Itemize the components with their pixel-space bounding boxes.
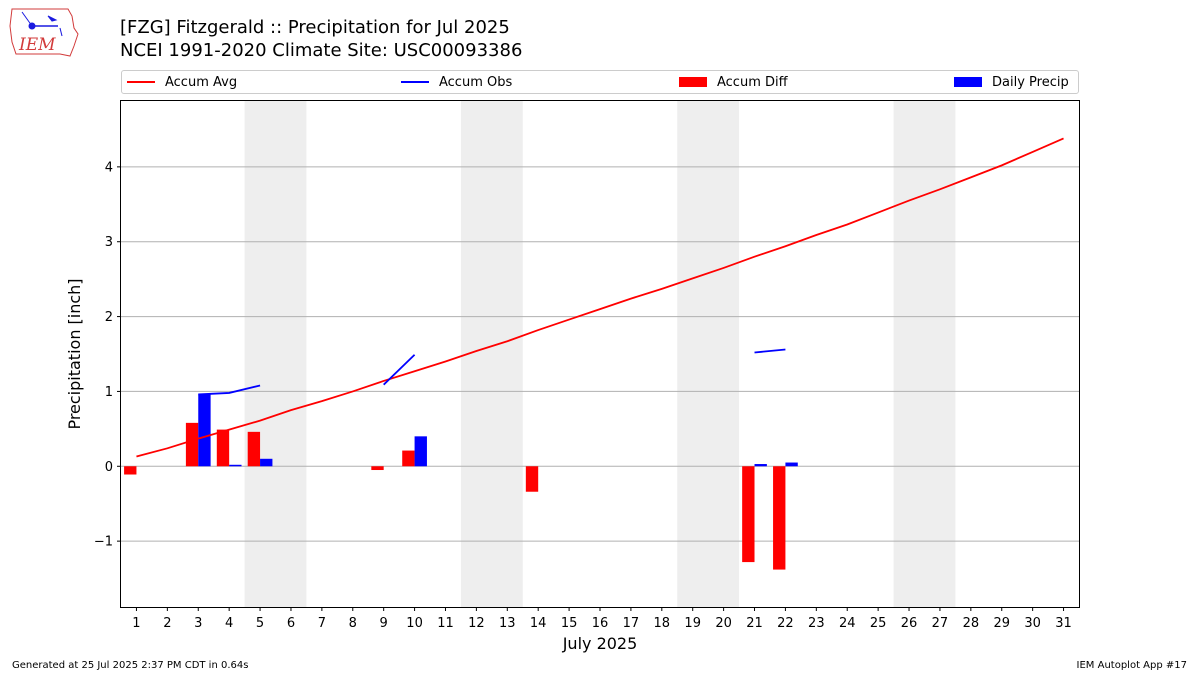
weekend-shade (460, 101, 523, 607)
legend-label-daily-precip: Daily Precip (992, 74, 1069, 90)
accum-diff-bar (402, 450, 415, 467)
daily-precip-bar (785, 462, 798, 467)
generated-timestamp: Generated at 25 Jul 2025 2:37 PM CDT in … (12, 660, 249, 671)
x-tick-label: 23 (808, 616, 825, 631)
chart-subtitle: NCEI 1991-2020 Climate Site: USC00093386 (120, 40, 523, 61)
x-tick-label: 15 (561, 616, 578, 631)
x-tick-label: 30 (1024, 616, 1041, 631)
weekend-shade (244, 101, 307, 607)
y-tick-label: −1 (94, 535, 113, 550)
daily-precip-bar (260, 458, 273, 467)
x-tick-label: 8 (349, 616, 357, 631)
chart-legend: Accum Avg Accum Obs Accum Diff Daily Pre… (121, 70, 1079, 94)
y-tick-label: 3 (105, 235, 113, 250)
accum-diff-bar (247, 431, 261, 467)
x-tick-label: 6 (287, 616, 295, 631)
x-axis-ticks: 1 2 3 4 5 6 7 8 9 10 11 12 13 14 15 16 17 18 19 20 21 22 23 24 2… (132, 607, 1072, 631)
x-tick-label: 7 (318, 616, 326, 631)
accum-avg-line (136, 137, 1064, 458)
x-tick-label: 16 (592, 616, 609, 631)
accum-diff-bar (216, 429, 230, 467)
x-tick-label: 28 (963, 616, 980, 631)
x-tick-label: 10 (406, 616, 423, 631)
accum-diff-bar (371, 466, 384, 471)
x-tick-label: 12 (468, 616, 485, 631)
y-tick-label: 4 (105, 160, 113, 175)
legend-swatch-accum-avg (127, 81, 155, 83)
y-tick-label: 1 (105, 385, 113, 400)
legend-label-accum-avg: Accum Avg (165, 74, 238, 90)
iem-logo: IEM (9, 8, 79, 57)
x-tick-label: 3 (194, 616, 202, 631)
x-tick-label: 9 (380, 616, 388, 631)
lines (136, 137, 1064, 458)
iowa-state-outline (9, 8, 79, 57)
x-tick-label: 26 (901, 616, 918, 631)
x-tick-label: 5 (256, 616, 264, 631)
legend-label-accum-diff: Accum Diff (717, 74, 788, 90)
x-tick-label: 27 (932, 616, 949, 631)
app-credit: IEM Autoplot App #17 (1076, 660, 1187, 671)
bars (124, 394, 798, 570)
x-tick-label: 17 (623, 616, 640, 631)
daily-precip-bar (754, 464, 767, 467)
x-tick-label: 18 (654, 616, 671, 631)
x-tick-label: 20 (715, 616, 732, 631)
iem-logo-text: IEM (18, 35, 56, 55)
weather-station-icon (21, 11, 63, 37)
x-tick-label: 25 (870, 616, 887, 631)
daily-precip-bar (198, 394, 211, 467)
y-axis-ticks: −1 0 1 2 3 4 (94, 160, 121, 550)
legend-swatch-daily-precip (954, 77, 982, 87)
legend-label-accum-obs: Accum Obs (439, 74, 513, 90)
accum-obs-line (383, 354, 416, 386)
x-tick-label: 24 (839, 616, 856, 631)
x-tick-label: 22 (777, 616, 794, 631)
x-tick-label: 4 (225, 616, 233, 631)
legend-item-daily-precip: Daily Precip (954, 74, 1069, 90)
accum-obs-line (754, 348, 786, 354)
accum-diff-bar (124, 466, 137, 475)
x-tick-label: 29 (993, 616, 1010, 631)
weekend-shade (893, 101, 956, 607)
x-tick-label: 11 (437, 616, 454, 631)
legend-item-accum-obs: Accum Obs (401, 74, 512, 90)
accum-obs-line (198, 384, 261, 396)
daily-precip-bar (414, 436, 427, 467)
x-tick-label: 14 (530, 616, 547, 631)
y-tick-label: 2 (105, 310, 113, 325)
accum-diff-bar (185, 422, 199, 467)
legend-item-accum-avg: Accum Avg (127, 74, 237, 90)
x-tick-label: 31 (1055, 616, 1072, 631)
legend-swatch-accum-obs (401, 81, 429, 83)
legend-swatch-accum-diff (679, 77, 707, 87)
y-axis-label: Precipitation [inch] (65, 278, 84, 429)
weekend-shading (244, 101, 956, 607)
x-tick-label: 19 (684, 616, 701, 631)
x-tick-label: 2 (163, 616, 171, 631)
chart-title: [FZG] Fitzgerald :: Precipitation for Ju… (120, 17, 510, 38)
accum-diff-bar (773, 466, 786, 570)
x-tick-label: 1 (132, 616, 140, 631)
weekend-shade (677, 101, 740, 607)
y-tick-label: 0 (105, 460, 113, 475)
accum-diff-bar (525, 466, 539, 492)
y-gridlines (121, 166, 1079, 542)
x-axis-label: July 2025 (562, 634, 638, 653)
daily-precip-bar (229, 464, 242, 467)
legend-item-accum-diff: Accum Diff (679, 74, 788, 90)
accum-diff-bar (742, 466, 755, 563)
x-tick-label: 21 (746, 616, 763, 631)
x-tick-label: 13 (499, 616, 516, 631)
